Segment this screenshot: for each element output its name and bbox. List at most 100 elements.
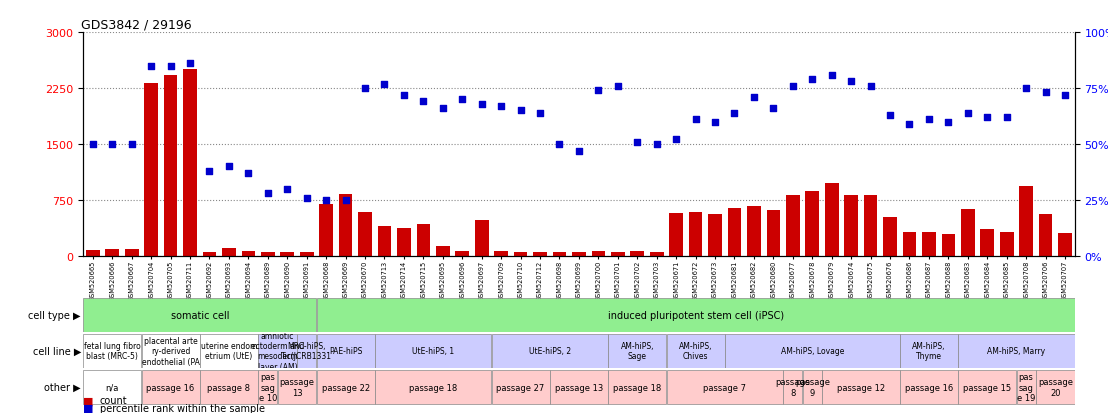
- Text: ■: ■: [83, 403, 93, 413]
- Point: [298, 195, 316, 202]
- Bar: [689, 213, 702, 256]
- Point: [667, 137, 685, 143]
- Point: [396, 92, 413, 99]
- Bar: [903, 232, 916, 256]
- Point: [278, 186, 296, 192]
- Bar: [864, 196, 878, 256]
- Point: [706, 119, 724, 126]
- Text: percentile rank within the sample: percentile rank within the sample: [100, 403, 265, 413]
- Bar: [397, 228, 411, 256]
- Bar: [747, 207, 761, 256]
- Bar: [1036, 370, 1075, 404]
- Bar: [883, 217, 896, 256]
- Bar: [317, 334, 375, 368]
- Bar: [550, 370, 608, 404]
- Bar: [258, 334, 297, 368]
- Bar: [667, 334, 725, 368]
- Point: [803, 76, 821, 83]
- Text: ■: ■: [83, 395, 93, 405]
- Text: AM-hiPS, Marry: AM-hiPS, Marry: [987, 347, 1046, 355]
- Bar: [125, 250, 138, 256]
- Text: AM-hiPS,
Sage: AM-hiPS, Sage: [620, 341, 654, 361]
- Point: [182, 61, 199, 68]
- Text: AM-hiPS, Lovage: AM-hiPS, Lovage: [780, 347, 844, 355]
- Bar: [900, 334, 958, 368]
- Bar: [802, 370, 822, 404]
- Point: [609, 83, 627, 90]
- Text: passage
8: passage 8: [776, 377, 810, 397]
- Bar: [630, 252, 644, 256]
- Bar: [708, 215, 721, 256]
- Text: induced pluripotent stem cell (iPSC): induced pluripotent stem cell (iPSC): [607, 310, 783, 320]
- Bar: [278, 370, 316, 404]
- Bar: [183, 70, 197, 256]
- Bar: [667, 370, 783, 404]
- Point: [1056, 92, 1074, 99]
- Point: [1017, 85, 1035, 92]
- Bar: [806, 191, 819, 256]
- Text: passage 27: passage 27: [496, 383, 545, 392]
- Text: uterine endom
etrium (UtE): uterine endom etrium (UtE): [201, 341, 257, 361]
- Text: pas
sag
e 10: pas sag e 10: [258, 373, 277, 402]
- Text: AM-hiPS,
Chives: AM-hiPS, Chives: [679, 341, 712, 361]
- Bar: [494, 251, 507, 256]
- Bar: [199, 334, 258, 368]
- Text: count: count: [100, 395, 127, 405]
- Bar: [514, 252, 527, 256]
- Bar: [258, 370, 277, 404]
- Point: [570, 148, 587, 154]
- Bar: [142, 370, 199, 404]
- Bar: [981, 229, 994, 256]
- Point: [356, 85, 373, 92]
- Bar: [553, 252, 566, 256]
- Text: pas
sag
e 19: pas sag e 19: [1017, 373, 1035, 402]
- Bar: [608, 370, 666, 404]
- Bar: [1058, 233, 1071, 256]
- Text: passage 15: passage 15: [963, 383, 1012, 392]
- Bar: [142, 334, 199, 368]
- Text: passage
9: passage 9: [794, 377, 830, 397]
- Text: passage 18: passage 18: [613, 383, 661, 392]
- Point: [726, 110, 743, 116]
- Bar: [1039, 214, 1053, 256]
- Bar: [475, 221, 489, 256]
- Text: AM-hiPS,
Thyme: AM-hiPS, Thyme: [912, 341, 945, 361]
- Bar: [317, 370, 375, 404]
- Bar: [669, 214, 683, 256]
- Text: UtE-hiPS, 2: UtE-hiPS, 2: [529, 347, 571, 355]
- Bar: [592, 252, 605, 256]
- Bar: [375, 334, 491, 368]
- Text: cell type ▶: cell type ▶: [29, 310, 81, 320]
- Text: placental arte
ry-derived
endothelial (PA: placental arte ry-derived endothelial (P…: [142, 336, 199, 366]
- Text: somatic cell: somatic cell: [171, 310, 229, 320]
- Bar: [961, 210, 975, 256]
- Text: passage 7: passage 7: [704, 383, 747, 392]
- Bar: [1017, 370, 1036, 404]
- Bar: [86, 250, 100, 256]
- Text: passage 18: passage 18: [409, 383, 458, 392]
- Point: [862, 83, 880, 90]
- Point: [998, 114, 1016, 121]
- Point: [920, 117, 937, 123]
- Point: [103, 141, 121, 148]
- Bar: [786, 195, 800, 256]
- Bar: [242, 252, 255, 256]
- Point: [901, 121, 919, 128]
- Bar: [922, 232, 936, 256]
- Bar: [280, 252, 294, 256]
- Bar: [83, 334, 141, 368]
- Point: [239, 170, 257, 177]
- Bar: [822, 370, 900, 404]
- Bar: [824, 184, 839, 256]
- Bar: [900, 370, 958, 404]
- Point: [414, 99, 432, 105]
- Point: [648, 141, 666, 148]
- Bar: [164, 76, 177, 256]
- Text: GDS3842 / 29196: GDS3842 / 29196: [81, 19, 192, 32]
- Bar: [319, 204, 334, 256]
- Text: amniotic
ectoderm and
mesoderm
layer (AM): amniotic ectoderm and mesoderm layer (AM…: [250, 331, 305, 371]
- Point: [765, 106, 782, 112]
- Point: [940, 119, 957, 126]
- Point: [337, 197, 355, 204]
- Point: [376, 81, 393, 88]
